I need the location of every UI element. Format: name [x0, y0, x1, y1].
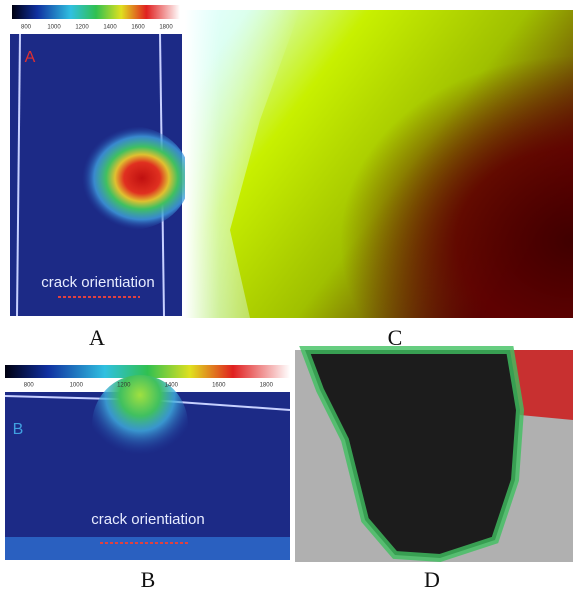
- figure: 800 1000 1200 1400 1600 1800 Acrack orientiati…: [0, 0, 579, 598]
- colorbar-tick: 1000: [47, 25, 61, 31]
- inset-label: A: [25, 49, 36, 66]
- annotation: crack orientiation: [91, 511, 204, 528]
- colorbar-tick: 1600: [212, 383, 226, 389]
- colorbar-tick: 1200: [117, 383, 131, 389]
- colorbar-tick: 1800: [159, 25, 173, 31]
- colorbar-tick: 1400: [103, 25, 117, 31]
- bottom-band: [5, 537, 290, 560]
- colorbar-tick: 800: [24, 383, 35, 389]
- caption: C: [388, 325, 403, 350]
- panel-c: [185, 10, 573, 318]
- colorbar-tick: 1600: [131, 25, 145, 31]
- hot-spot: [70, 126, 190, 230]
- colorbar: [12, 5, 180, 19]
- hot-spot: [92, 375, 188, 475]
- annotation: crack orientiation: [41, 274, 154, 291]
- panel-d: [295, 350, 573, 562]
- inset-label: B: [13, 421, 24, 438]
- colorbar-tick: 1400: [165, 383, 179, 389]
- caption: D: [424, 567, 440, 592]
- colorbar-tick: 1800: [260, 383, 274, 389]
- caption: A: [89, 325, 105, 350]
- colorbar-tick: 1000: [70, 383, 84, 389]
- caption: B: [141, 567, 156, 592]
- colorbar-tick: 1200: [75, 25, 89, 31]
- colorbar-tick: 800: [21, 25, 32, 31]
